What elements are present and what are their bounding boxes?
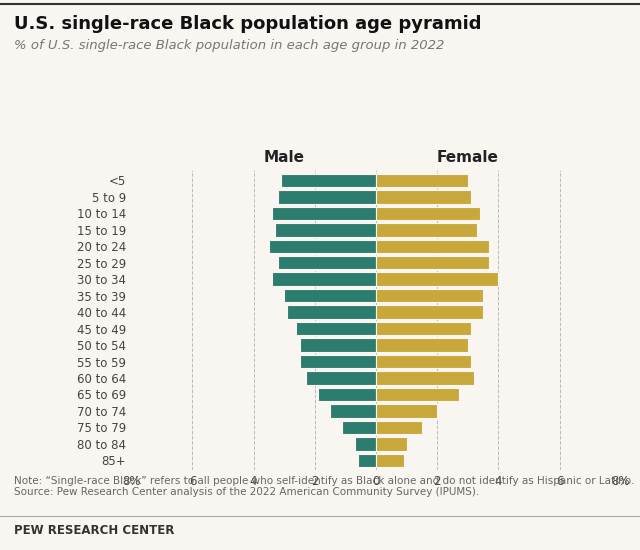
Bar [278,190,376,204]
Bar [376,388,459,402]
Bar [376,289,483,302]
Bar [300,338,376,352]
Bar [342,421,376,434]
Bar [376,272,499,286]
Bar [376,190,471,204]
Bar [306,371,376,385]
Bar [358,454,376,467]
Bar [376,239,489,253]
Bar [330,404,376,417]
Bar [376,322,471,336]
Bar [376,305,483,319]
Bar [300,355,376,368]
Text: Female: Female [437,150,499,165]
Bar [275,223,376,236]
Bar [318,388,376,402]
Text: % of U.S. single-race Black population in each age group in 2022: % of U.S. single-race Black population i… [14,39,444,52]
Text: Male: Male [264,150,305,165]
Bar [272,207,376,220]
Bar [376,223,477,236]
Text: PEW RESEARCH CENTER: PEW RESEARCH CENTER [14,524,175,537]
Bar [376,355,471,368]
Text: Note: “Single-race Black” refers to all people who self-identify as Black alone : Note: “Single-race Black” refers to all … [14,476,634,497]
Bar [376,421,422,434]
Bar [284,289,376,302]
Bar [272,272,376,286]
Bar [269,239,376,253]
Bar [376,174,468,187]
Bar [355,437,376,450]
Bar [376,207,480,220]
Bar [376,338,468,352]
Bar [376,404,437,417]
Bar [376,256,489,270]
Bar [278,256,376,270]
Text: U.S. single-race Black population age pyramid: U.S. single-race Black population age py… [14,15,481,34]
Bar [287,305,376,319]
Bar [376,454,404,467]
Bar [296,322,376,336]
Bar [376,371,474,385]
Bar [281,174,376,187]
Bar [376,437,406,450]
